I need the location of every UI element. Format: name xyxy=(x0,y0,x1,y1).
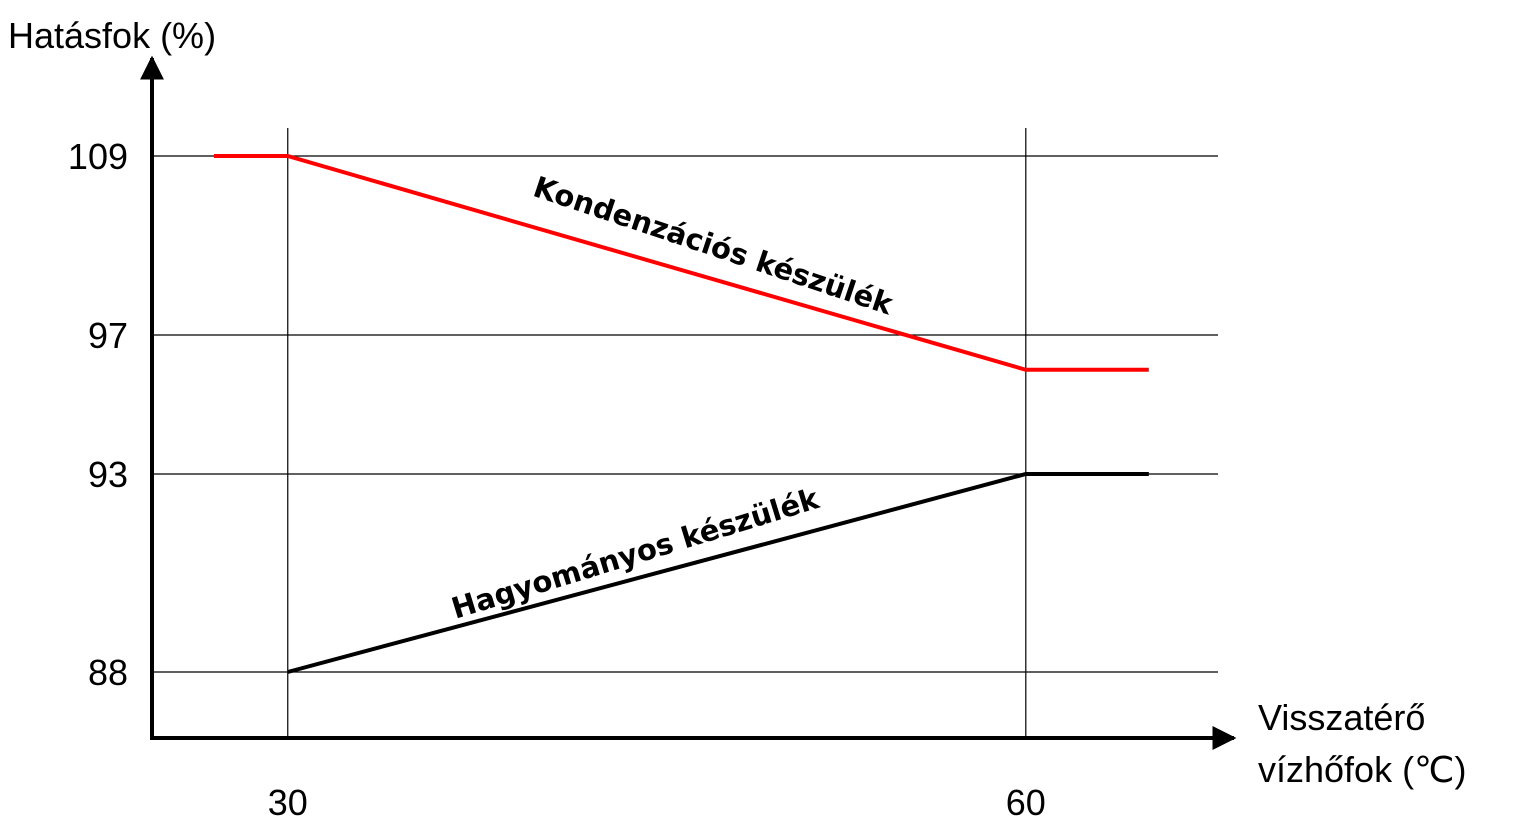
y-tick-label: 93 xyxy=(88,454,128,495)
series-label: Kondenzációs készülék xyxy=(529,170,897,322)
x-tick-label: 60 xyxy=(1006,782,1046,819)
series-label: Hagyományos készülék xyxy=(447,481,823,625)
x-tick-label: 30 xyxy=(268,782,308,819)
series-line xyxy=(213,154,1149,372)
series-line xyxy=(287,472,1149,674)
x-axis-label: vízhőfok (℃) xyxy=(1258,749,1466,790)
y-tick-label: 109 xyxy=(68,136,128,177)
y-axis-label: Hatásfok (%) xyxy=(8,15,216,56)
x-axis-label: Visszatérő xyxy=(1258,697,1425,738)
y-tick-label: 97 xyxy=(88,315,128,356)
y-tick-label: 88 xyxy=(88,652,128,693)
